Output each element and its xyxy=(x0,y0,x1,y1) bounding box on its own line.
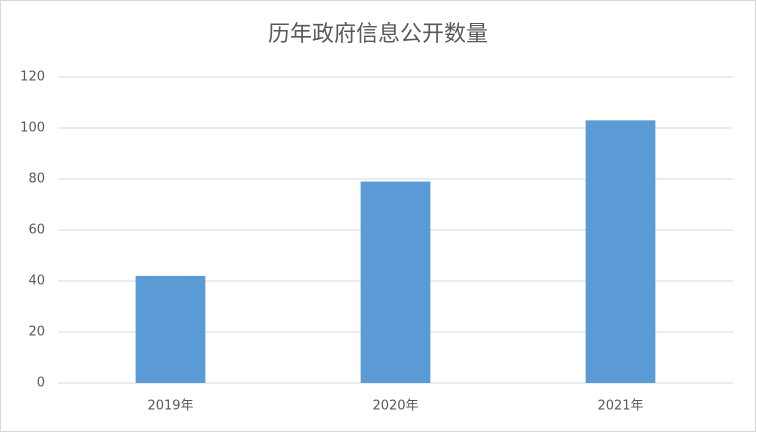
x-tick-label: 2019年 xyxy=(147,399,193,414)
y-tick-label: 0 xyxy=(37,376,45,391)
y-tick-label: 120 xyxy=(20,70,45,85)
y-tick-label: 20 xyxy=(28,325,45,340)
y-tick-label: 100 xyxy=(20,121,45,136)
x-tick-label: 2021年 xyxy=(597,399,643,414)
y-tick-label: 60 xyxy=(28,223,45,238)
chart-title: 历年政府信息公开数量 xyxy=(268,22,488,47)
y-tick-label: 40 xyxy=(28,274,45,289)
x-tick-label: 2020年 xyxy=(372,399,418,414)
y-tick-label: 80 xyxy=(28,172,45,187)
bar xyxy=(585,120,656,383)
bar xyxy=(135,275,206,383)
bar xyxy=(360,181,431,383)
